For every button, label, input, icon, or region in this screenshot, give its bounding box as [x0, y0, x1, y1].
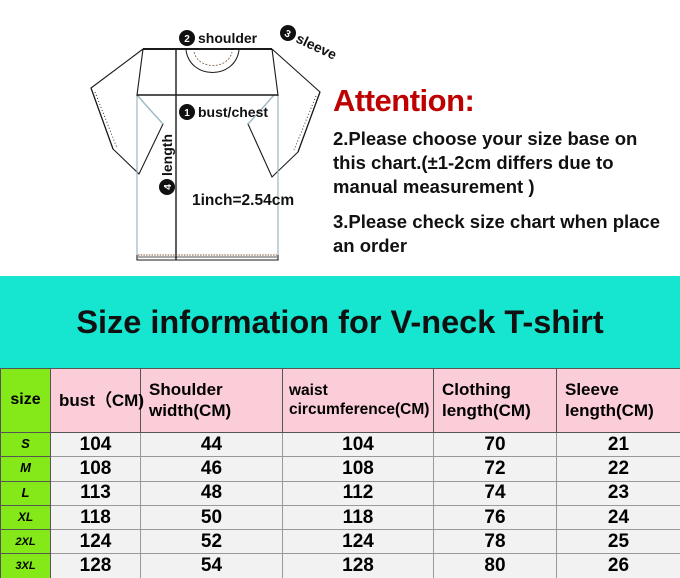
svg-text:length: length — [159, 134, 175, 176]
svg-text:2: 2 — [184, 34, 190, 45]
svg-text:sleeve: sleeve — [294, 30, 340, 63]
svg-text:bust/chest: bust/chest — [198, 104, 268, 120]
svg-text:shoulder: shoulder — [198, 30, 258, 46]
svg-text:1: 1 — [184, 108, 190, 119]
svg-text:4: 4 — [163, 184, 174, 190]
svg-text:1inch=2.54cm: 1inch=2.54cm — [192, 192, 294, 209]
